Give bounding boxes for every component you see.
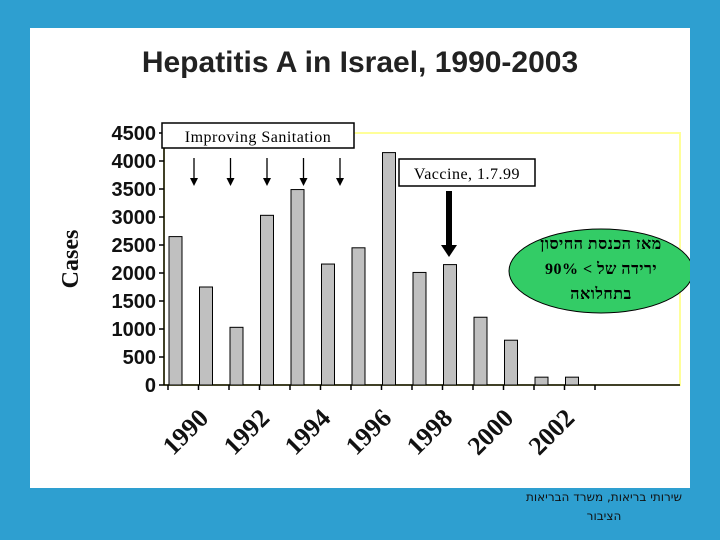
vaccine-arrow [441,191,457,257]
x-tick-label-1998: 1998 [401,403,458,460]
y-tick-label: 4000 [112,151,157,173]
x-ticks: 1990 1992 1994 1996 1998 2000 2002 [157,385,596,461]
callout-line-3: בתחלואה [570,285,632,303]
sanitation-arrow-head-1992 [226,178,235,186]
bar-2000 [473,316,488,386]
y-ticks: 0 500 1000 1500 2000 2500 3000 3500 4000 4500 [112,123,164,397]
vaccine-arrow-head [441,245,457,257]
x-tick-label-1992: 1992 [218,403,275,460]
y-tick-label: 3500 [112,179,157,201]
bar-1991 [199,286,213,386]
bar-1994 [290,189,305,386]
bar-1990 [168,236,183,386]
x-tick-label-2002: 2002 [523,403,580,460]
callout-line-2: ירידה של > 90% [545,260,657,278]
vaccine-label: Vaccine, 1.7.99 [414,166,520,183]
bar-1993 [260,214,274,386]
bar-1998 [412,271,427,386]
x-tick-label-2000: 2000 [462,403,519,460]
sanitation-arrow-head-1994 [299,178,308,186]
y-tick-label: 1000 [112,319,157,341]
sanitation-label: Improving Sanitation [185,129,331,146]
credit-line-2: הציבור [586,509,622,523]
bar-1997 [382,152,396,386]
slide: Hepatitis A in Israel, 1990-2003 Cases 0… [30,28,690,488]
y-tick-label: 0 [145,375,156,397]
y-tick-label: 1500 [112,291,157,313]
y-tick-label: 2500 [112,235,157,257]
bar-1995 [321,263,335,386]
chart: Cases 0 500 1000 1500 2000 2500 3000 3500 4000 45… [58,122,690,461]
x-tick-label-1994: 1994 [279,403,336,460]
sanitation-arrow-head-1993 [263,178,271,186]
sanitation-arrow-head-1991 [190,178,198,186]
vaccine-arrow-shaft [446,191,452,247]
credit-line-1: שירותי בריאות, משרד הבריאות [525,490,682,504]
y-tick-label: 2000 [112,263,157,285]
source-credit: שירותי בריאות, משרד הבריאות הציבור [526,488,682,526]
sanitation-arrows [190,158,344,186]
y-tick-label: 500 [123,347,156,369]
vaccine-label-box [398,158,536,187]
bar-1999 [443,264,457,386]
bar-2003 [565,376,579,386]
callout-line-1: מאז הכנסת החיסון [540,236,661,253]
y-tick-label: 3000 [112,207,157,229]
chart-title: Hepatitis A in Israel, 1990-2003 [141,46,579,79]
sanitation-label-box [161,122,355,149]
x-tick-label-1990: 1990 [157,403,214,460]
sanitation-arrow-head-1995 [336,178,344,186]
y-tick-label: 4500 [112,123,157,145]
bar-1992 [229,326,244,386]
callout-ellipse [508,228,690,314]
bar-2001 [504,339,518,386]
y-axis-label: Cases [58,230,84,289]
bar-1996 [351,247,366,386]
bars [168,152,579,386]
x-tick-label-1996: 1996 [340,403,397,460]
bar-2002 [534,376,549,386]
